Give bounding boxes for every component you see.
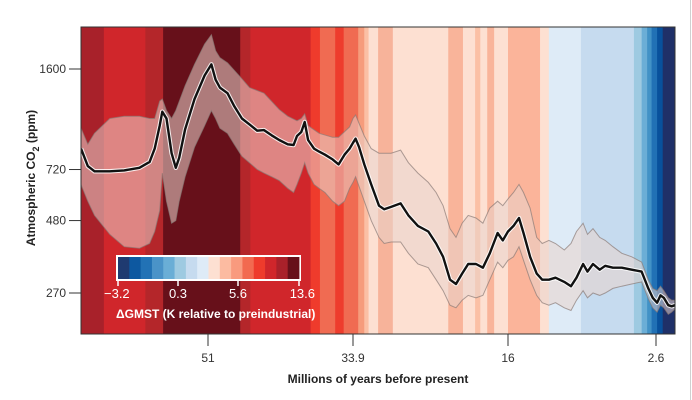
- plot-frame: [80, 26, 676, 335]
- colorbar-swatch: [253, 257, 266, 279]
- colorbar-tick-label: 13.6: [290, 286, 315, 301]
- temperature-band: [540, 27, 550, 334]
- temperature-band: [494, 27, 509, 334]
- colorbar-swatch: [242, 257, 255, 279]
- temperature-band: [647, 27, 653, 334]
- temperature-band: [662, 27, 675, 334]
- colorbar-swatch: [163, 257, 175, 279]
- y-tick-label: 720: [46, 163, 66, 177]
- y-axis: 1600 720 480 270: [39, 62, 81, 300]
- x-axis: 51 33.9 16 2.6: [201, 334, 665, 365]
- colorbar-swatch: [185, 257, 198, 279]
- co2-median-line: [81, 62, 675, 309]
- colorbar-legend: −3.2 0.3 5.6 13.6 ΔGMST (K relative to prei…: [104, 255, 315, 321]
- temperature-band: [651, 27, 658, 334]
- colorbar-swatch: [208, 257, 221, 279]
- y-axis-title: Atmospheric CO2 (ppm): [24, 110, 41, 246]
- temperature-band: [475, 27, 481, 334]
- colorbar-title: ΔGMST (K relative to preindustrial): [116, 307, 315, 321]
- temperature-band: [641, 27, 648, 334]
- temperature-band: [633, 27, 643, 334]
- colorbar-swatch: [129, 257, 142, 279]
- temperature-band: [487, 27, 495, 334]
- y-tick-label: 1600: [39, 62, 66, 76]
- y-tick-label: 270: [46, 286, 66, 300]
- colorbar-swatch: [118, 257, 130, 279]
- colorbar-swatch: [197, 257, 209, 279]
- colorbar-swatch: [151, 257, 164, 279]
- colorbar-tick-label: 0.3: [169, 286, 187, 301]
- x-tick-label: 2.6: [648, 351, 665, 365]
- colorbar-swatch: [276, 257, 289, 279]
- colorbar-swatch: [174, 257, 187, 279]
- y-tick-label: 480: [46, 214, 66, 228]
- page-edge-divider: [690, 0, 691, 400]
- temperature-band: [657, 27, 664, 334]
- colorbar-swatch: [287, 257, 300, 279]
- x-axis-title: Millions of years before present: [288, 372, 469, 386]
- x-tick-label: 33.9: [341, 351, 365, 365]
- colorbar-tick-label: 5.6: [229, 286, 247, 301]
- temperature-band: [480, 27, 488, 334]
- colorbar-swatch: [231, 257, 243, 279]
- temperature-band: [240, 27, 251, 334]
- colorbar-swatch: [265, 257, 277, 279]
- x-tick-label: 51: [201, 351, 215, 365]
- x-tick-label: 16: [501, 351, 515, 365]
- co2-median-line-path: [81, 63, 675, 308]
- colorbar-tick-label: −3.2: [104, 286, 130, 301]
- colorbar-swatch: [140, 257, 153, 279]
- colorbar-swatch: [219, 257, 232, 279]
- y-axis-title-subscript: 2: [31, 146, 41, 151]
